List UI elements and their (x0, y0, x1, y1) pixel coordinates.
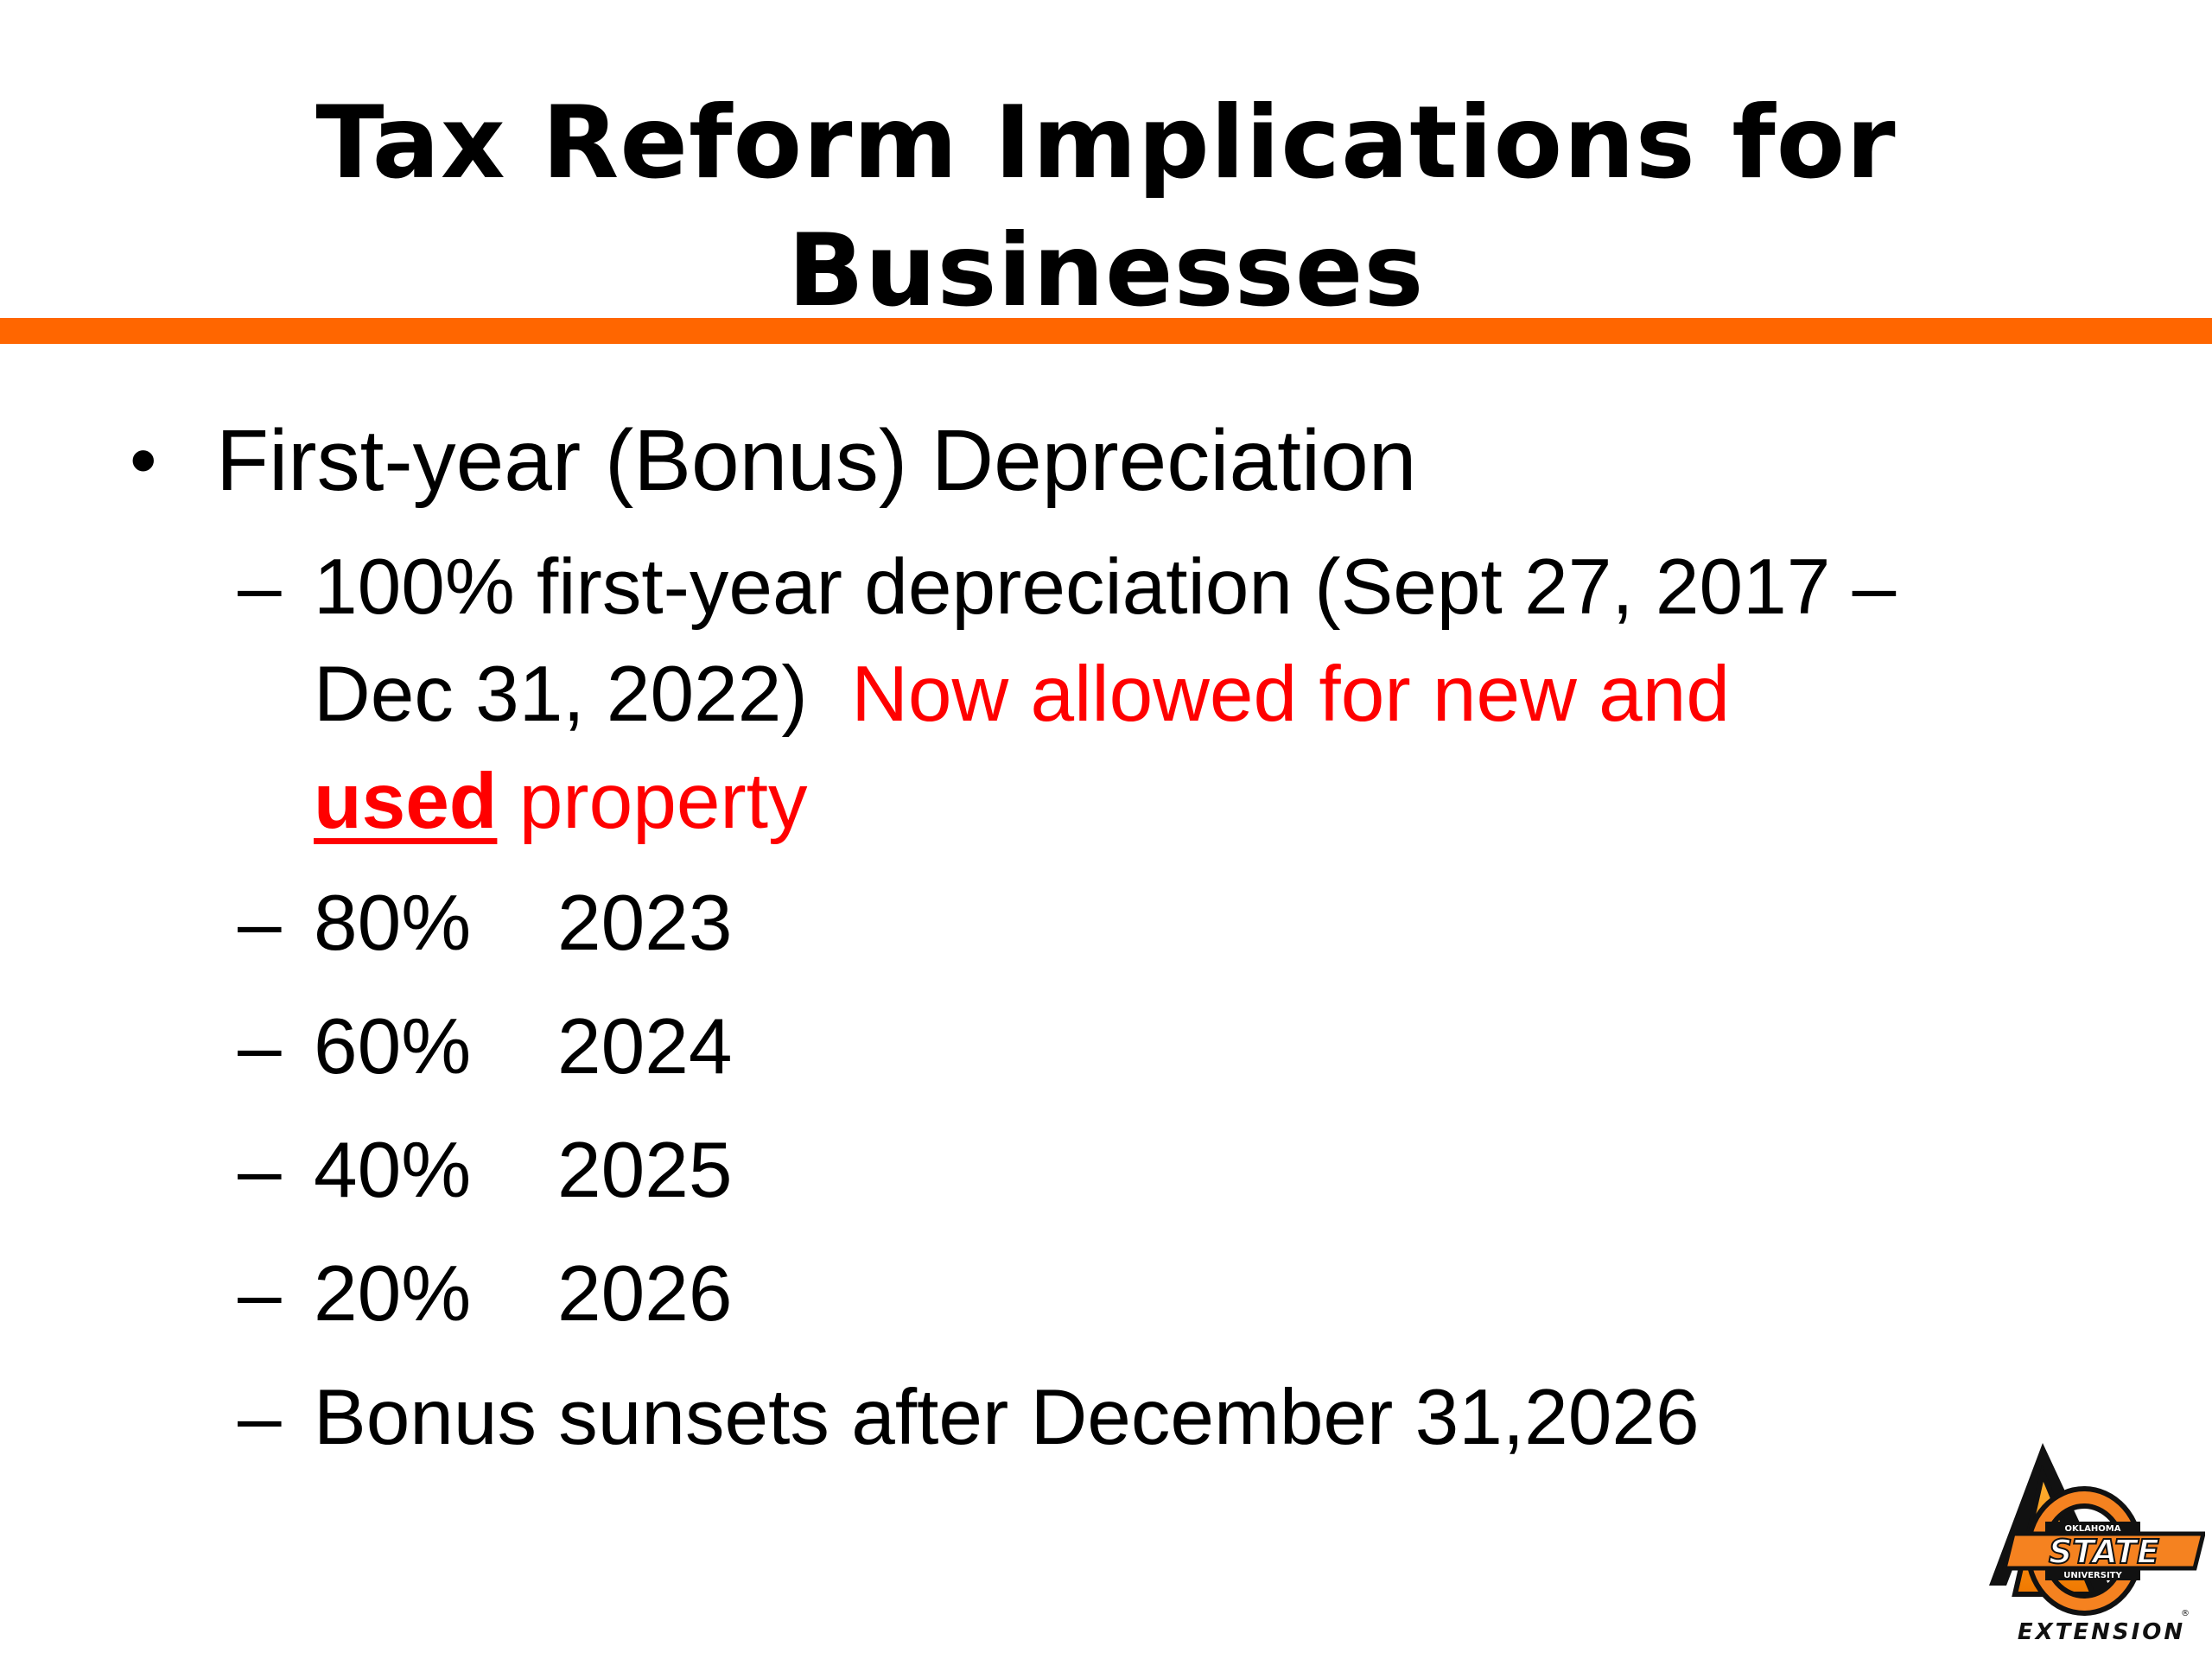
logo-registered-mark: ® (2181, 1609, 2190, 1618)
sub-bullet-dash: – (238, 543, 282, 631)
sub1-line3: used property (314, 748, 1896, 855)
sub-bullet-dash: – (238, 1250, 282, 1338)
schedule-percent: 60% (314, 1003, 472, 1090)
schedule-year: 2026 (557, 1250, 733, 1338)
sub1-line1: 100% first-year depreciation (Sept 27, 2… (314, 543, 1897, 631)
sub1-used-emphasis: used (314, 758, 498, 845)
logo-bottom-bar (2045, 1568, 2140, 1580)
title-divider (0, 318, 2212, 344)
logo-top-bar (2045, 1522, 2140, 1534)
sub-bullet-dash: – (238, 1127, 282, 1214)
logo-state-text: STATE (2049, 1533, 2159, 1571)
logo-university-text: UNIVERSITY (2063, 1571, 2122, 1580)
schedule-percent: 40% (314, 1127, 472, 1214)
schedule-percent: 80% (314, 880, 472, 967)
sub-bullet-body: 100% first-year depreciation (Sept 27, 2… (314, 534, 1896, 855)
sub-bullet-dash: – (238, 1374, 282, 1461)
bullet-dot: • (130, 417, 157, 504)
logo-extension-text: EXTENSION (2018, 1619, 2185, 1645)
sub1-line2: Dec 31, 2022) Now allowed for new and (314, 641, 1896, 748)
logo-oklahoma-text: OKLAHOMA (2065, 1524, 2121, 1534)
sub-bullet-dash: – (238, 880, 282, 967)
slide-title: Tax Reform Implications for Businesses (0, 79, 2212, 335)
title-line-2: Businesses (787, 213, 1425, 329)
schedule-year: 2023 (557, 880, 733, 967)
main-bullet-text: First-year (Bonus) Depreciation (216, 412, 1417, 509)
sub-bullet-dash: – (238, 1003, 282, 1090)
schedule-percent: 20% (314, 1250, 472, 1338)
title-line-1: Tax Reform Implications for (315, 85, 1897, 201)
sub1-date-range: Dec 31, 2022) (314, 651, 808, 738)
sunset-text: Bonus sunsets after December 31,2026 (314, 1374, 1700, 1461)
osu-extension-logo: OKLAHOMA STATE UNIVERSITY ® EXTENSION (1989, 1443, 2205, 1645)
sub1-red-note: Now allowed for new and (851, 651, 1730, 738)
sub1-property: property (497, 758, 808, 845)
schedule-year: 2025 (557, 1127, 733, 1214)
schedule-year: 2024 (557, 1003, 733, 1090)
